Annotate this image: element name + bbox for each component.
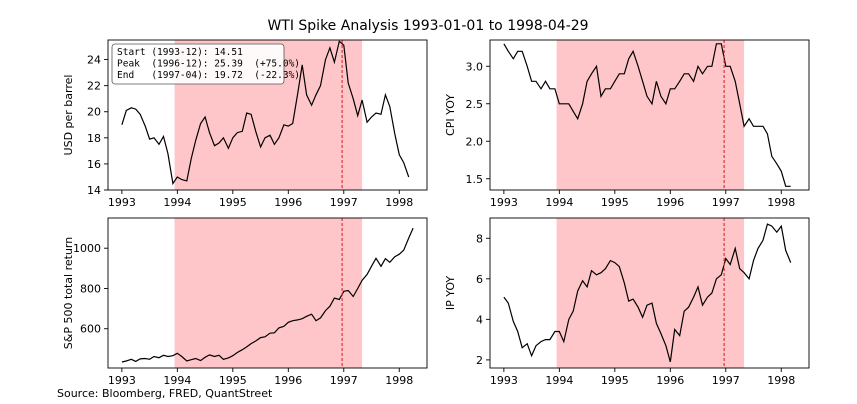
axes-frame bbox=[489, 217, 810, 369]
x-tick-label: 1996 bbox=[656, 374, 684, 387]
x-tick-label: 1997 bbox=[712, 374, 740, 387]
series-line bbox=[121, 227, 414, 363]
panel-bottom-right: 1993 1994 1995 1996 1997 1998 2 4 6 8 IP YOY bbox=[444, 217, 810, 387]
y-tick-label: 16 bbox=[87, 158, 101, 171]
x-tick-label: 1998 bbox=[767, 196, 795, 209]
annotation-line: Start (1993-12): 14.51 bbox=[117, 47, 243, 58]
x-tick-label: 1996 bbox=[274, 374, 302, 387]
x-tick-label: 1998 bbox=[767, 374, 795, 387]
y-tick-label: 2.0 bbox=[466, 135, 484, 148]
y-tick-label: 3.0 bbox=[466, 60, 484, 73]
spike-period-shade bbox=[556, 40, 745, 190]
y-tick-label: 2.5 bbox=[466, 98, 484, 111]
y-tick-label: 8 bbox=[476, 232, 483, 245]
x-tick-label: 1998 bbox=[385, 374, 413, 387]
y-tick-label: 1000 bbox=[73, 242, 101, 255]
y-tick-label: 1.5 bbox=[466, 173, 484, 186]
series-line bbox=[503, 43, 791, 187]
x-tick-label: 1995 bbox=[601, 196, 629, 209]
y-axis-label: USD per barrel bbox=[62, 75, 75, 156]
y-tick-label: 6 bbox=[476, 273, 483, 286]
y-tick-label: 22 bbox=[87, 80, 101, 93]
x-tick-label: 1993 bbox=[108, 196, 136, 209]
annotation-line: End (1997-04): 19.72 (-22.3%) bbox=[117, 70, 300, 81]
annotation-background bbox=[111, 43, 285, 85]
x-tick-label: 1995 bbox=[219, 374, 247, 387]
y-tick-label: 24 bbox=[87, 54, 101, 67]
y-tick-label: 800 bbox=[80, 282, 101, 295]
x-tick-label: 1994 bbox=[545, 374, 573, 387]
y-tick-label: 18 bbox=[87, 132, 101, 145]
x-tick-label: 1994 bbox=[163, 196, 191, 209]
x-tick-label: 1993 bbox=[490, 196, 518, 209]
x-tick-label: 1993 bbox=[490, 374, 518, 387]
y-tick-label: 4 bbox=[476, 313, 483, 326]
axes-frame bbox=[107, 39, 428, 191]
x-tick-label: 1996 bbox=[656, 196, 684, 209]
y-tick-label: 20 bbox=[87, 106, 101, 119]
x-tick-label: 1995 bbox=[219, 196, 247, 209]
spike-period-shade bbox=[174, 218, 363, 368]
series-line bbox=[121, 40, 410, 186]
axes-frame bbox=[489, 39, 810, 191]
y-axis-label: IP YOY bbox=[444, 276, 457, 311]
y-tick-label: 2 bbox=[476, 354, 483, 367]
series-line bbox=[503, 223, 792, 363]
x-tick-label: 1997 bbox=[712, 196, 740, 209]
chart-title: WTI Spike Analysis 1993-01-01 to 1998-04… bbox=[267, 18, 588, 34]
panel-top-right: 1993 1994 1995 1996 1997 1998 1.5 2.0 2.5 3.0 CPI … bbox=[444, 39, 810, 209]
panel-top-left: 1993 1994 1995 1996 1997 1998 14 16 18 20 22 24 USD … bbox=[62, 39, 428, 209]
y-axis-label: S&P 500 total return bbox=[62, 237, 75, 349]
annotation-line: Peak (1996-12): 25.39 (+75.0%) bbox=[117, 59, 300, 70]
x-tick-label: 1996 bbox=[274, 196, 302, 209]
panels: 1993 1994 1995 1996 1997 1998141618202224USD … bbox=[62, 39, 810, 387]
x-tick-label: 1994 bbox=[545, 196, 573, 209]
x-tick-label: 1997 bbox=[330, 196, 358, 209]
x-tick-label: 1995 bbox=[601, 374, 629, 387]
source-note: Source: Bloomberg, FRED, QuantStreet bbox=[57, 387, 273, 400]
y-tick-label: 14 bbox=[87, 184, 101, 197]
axes-frame bbox=[107, 217, 428, 369]
spike-period-shade bbox=[556, 218, 745, 368]
x-tick-label: 1994 bbox=[163, 374, 191, 387]
x-tick-label: 1997 bbox=[330, 374, 358, 387]
y-tick-label: 600 bbox=[80, 323, 101, 336]
x-tick-label: 1993 bbox=[108, 374, 136, 387]
y-axis-label: CPI YOY bbox=[444, 94, 457, 136]
x-tick-label: 1998 bbox=[385, 196, 413, 209]
